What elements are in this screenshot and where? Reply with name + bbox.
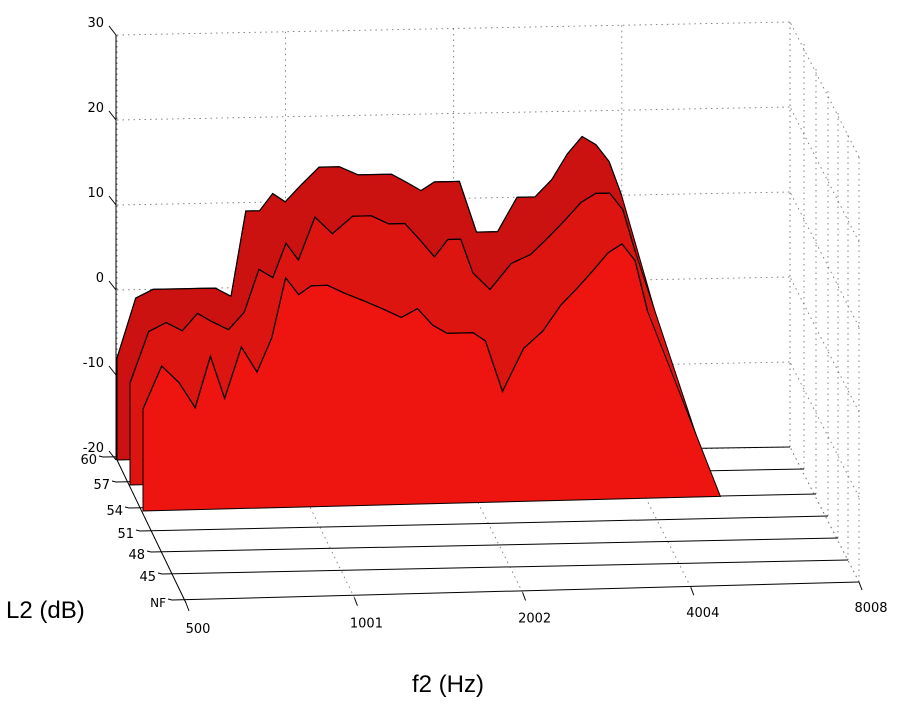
x-tick-mark	[353, 597, 358, 606]
y-tick-mark	[135, 529, 141, 532]
x-tick-label: 8008	[854, 601, 887, 616]
y-tick-mark	[111, 480, 117, 483]
x-tick-mark	[185, 602, 190, 612]
floor-row-line	[150, 537, 839, 553]
series-line-54	[142, 243, 649, 410]
side-grid-hline	[789, 361, 860, 498]
z-tick-mark	[108, 25, 117, 36]
x-tick-mark	[858, 581, 863, 591]
series-line-60	[116, 135, 623, 359]
x-tick-label: 2002	[518, 611, 551, 626]
z-tick-label: 10	[87, 186, 104, 201]
floor-row-line	[161, 559, 849, 575]
x-tick-label: 4004	[686, 606, 719, 621]
y-tick-label: 57	[93, 478, 110, 493]
series-layer	[116, 135, 722, 512]
z-tick-mark	[108, 110, 117, 121]
y-tick-mark	[167, 598, 173, 601]
y-axis: NF 45 48 51 54 57 60	[80, 453, 173, 610]
floor-row-line	[171, 581, 860, 601]
z-tick-label: 30	[87, 16, 104, 31]
z-tick-label: -10	[83, 356, 104, 371]
z-tick-mark	[108, 450, 117, 461]
x-tick-mark	[690, 587, 695, 596]
z-tick-label: 20	[87, 101, 104, 116]
y-tick-label: 60	[80, 453, 97, 468]
y-tick-mark	[124, 506, 130, 509]
y-tick-mark	[98, 455, 104, 458]
z-tick-mark	[108, 365, 117, 376]
x-tick-label: 500	[186, 622, 211, 637]
back-grid-hline	[116, 106, 791, 121]
z-tick-label: 0	[96, 271, 104, 286]
z-axis: -20 -10 0 10 20 30	[83, 16, 117, 461]
y-tick-label: 51	[117, 527, 134, 542]
y-tick-label: 54	[106, 504, 123, 519]
y-tick-mark	[146, 550, 152, 553]
x-axis-title: f2 (Hz)	[412, 671, 484, 698]
side-grid-hline	[789, 21, 860, 158]
floor-row-line	[139, 515, 829, 532]
z-tick-mark	[108, 280, 117, 291]
z-tick-mark	[108, 195, 117, 206]
y-axis-title: L2 (dB)	[6, 597, 85, 624]
y-tick-label: NF	[150, 596, 166, 610]
floor-grid-line	[789, 446, 860, 583]
floor-left-edge	[116, 459, 187, 604]
y-tick-label: 48	[128, 548, 145, 563]
y-tick-label: 45	[139, 570, 156, 585]
x-tick-label: 1001	[350, 617, 383, 632]
x-tick-mark	[522, 592, 527, 601]
x-axis: 500 1001 2002 4004 8008	[185, 581, 888, 637]
series-line-57	[129, 192, 636, 384]
z-tick-label: -20	[83, 441, 104, 456]
side-grid-hline	[789, 191, 860, 328]
back-grid-hline	[116, 21, 791, 36]
side-grid-hline	[789, 106, 860, 243]
y-tick-mark	[157, 572, 163, 575]
side-grid-hline	[789, 276, 860, 413]
